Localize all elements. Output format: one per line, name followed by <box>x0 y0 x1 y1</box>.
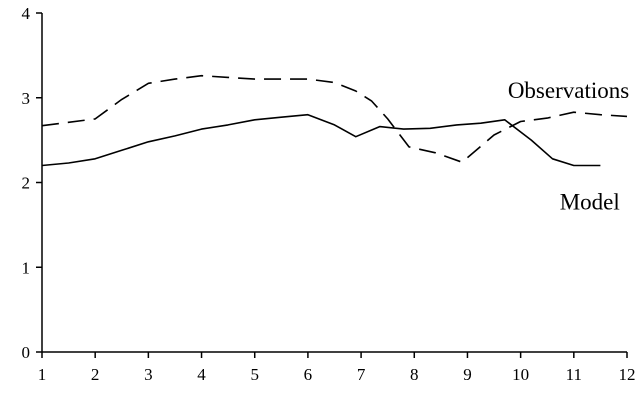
y-tick-label: 3 <box>22 89 31 108</box>
x-tick-label: 1 <box>38 365 47 384</box>
chart-axes <box>41 13 627 353</box>
x-tick-label: 6 <box>304 365 313 384</box>
x-tick-label: 8 <box>410 365 419 384</box>
series-line-model <box>41 113 601 167</box>
series-line-observations <box>41 74 628 163</box>
series-label-model: Model <box>560 190 620 215</box>
y-tick-label: 4 <box>22 4 31 23</box>
x-tick-label: 4 <box>197 365 206 384</box>
x-tick-label: 5 <box>250 365 259 384</box>
x-tick-label: 9 <box>463 365 472 384</box>
x-tick-label: 12 <box>619 365 636 384</box>
x-tick-label: 7 <box>357 365 366 384</box>
y-tick-label: 2 <box>22 174 31 193</box>
x-tick-label: 3 <box>144 365 153 384</box>
x-tick-label: 2 <box>91 365 100 384</box>
series-label-observations: Observations <box>508 78 629 103</box>
series-labels: Observations Model <box>508 78 629 214</box>
y-tick-label: 1 <box>22 258 31 277</box>
x-tick-label: 11 <box>566 365 582 384</box>
chart-series <box>41 74 628 167</box>
y-axis-ticks: 0 1 2 3 4 <box>22 4 42 362</box>
x-axis-ticks: 1 2 3 4 5 6 7 8 9 10 11 12 <box>38 352 636 384</box>
x-tick-label: 10 <box>512 365 529 384</box>
y-tick-label: 0 <box>22 343 31 362</box>
